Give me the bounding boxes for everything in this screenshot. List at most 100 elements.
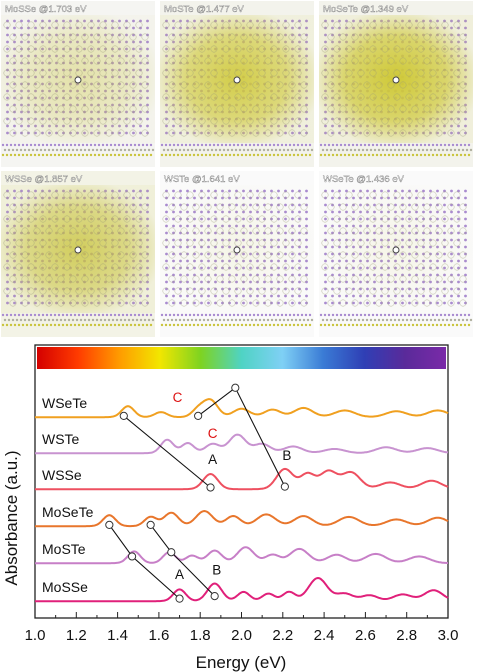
ring — [264, 129, 272, 137]
atom — [79, 148, 83, 152]
ring — [216, 33, 224, 41]
ring — [39, 239, 47, 247]
ring — [252, 105, 260, 113]
ring — [321, 287, 329, 295]
ring — [357, 215, 365, 223]
atom — [363, 313, 367, 317]
atom — [387, 323, 391, 327]
atom — [343, 323, 347, 327]
atom — [361, 318, 365, 322]
lattice-rings — [321, 21, 467, 137]
atom — [85, 153, 89, 157]
atom — [327, 313, 331, 317]
atom — [389, 318, 393, 322]
connector-marker — [194, 411, 203, 421]
ring — [459, 227, 467, 235]
ring — [252, 129, 260, 137]
ring — [339, 275, 347, 283]
ring — [417, 69, 425, 77]
ring — [429, 93, 437, 101]
atom — [300, 313, 304, 317]
atom — [160, 323, 164, 327]
ring — [39, 45, 47, 53]
atom — [365, 318, 369, 322]
ring — [246, 21, 254, 29]
ring — [441, 263, 449, 271]
atom — [19, 148, 23, 152]
atom — [57, 323, 61, 327]
ring — [333, 287, 341, 295]
atom — [323, 143, 327, 147]
ring — [186, 215, 194, 223]
ring — [405, 191, 413, 199]
ring — [27, 69, 35, 77]
atom — [206, 318, 210, 322]
ring — [423, 275, 431, 283]
atom — [413, 148, 417, 152]
ring — [339, 105, 347, 113]
ring — [129, 129, 137, 137]
ring — [411, 227, 419, 235]
ring — [135, 287, 143, 295]
ring — [174, 191, 182, 199]
atom — [17, 153, 21, 157]
atom — [93, 323, 97, 327]
atom — [252, 313, 256, 317]
atom — [210, 318, 214, 322]
atom — [73, 313, 77, 317]
ring — [405, 215, 413, 223]
atom — [129, 313, 133, 317]
ring — [27, 191, 35, 199]
ring — [411, 57, 419, 65]
atom — [335, 143, 339, 147]
ring — [9, 129, 17, 137]
atom — [425, 318, 429, 322]
atom — [170, 148, 174, 152]
ring — [258, 191, 266, 199]
atom — [101, 153, 105, 157]
ring — [264, 299, 272, 307]
atom — [298, 148, 302, 152]
ring — [228, 33, 236, 41]
atom — [168, 153, 172, 157]
side-view-strip — [1, 313, 155, 327]
atom — [375, 313, 379, 317]
atom — [33, 323, 37, 327]
atom — [119, 318, 123, 322]
ring — [57, 57, 65, 65]
ring — [441, 21, 449, 29]
atom — [427, 323, 431, 327]
ring — [111, 117, 119, 125]
atom — [383, 323, 387, 327]
ring — [105, 299, 113, 307]
atom — [71, 318, 75, 322]
atom — [228, 323, 232, 327]
atom — [262, 148, 266, 152]
atom — [407, 313, 411, 317]
atom — [212, 323, 216, 327]
ring — [9, 251, 17, 259]
atom — [252, 153, 256, 157]
ring — [87, 215, 95, 223]
ring — [63, 287, 71, 295]
ring — [300, 275, 308, 283]
atom — [292, 143, 296, 147]
atom — [204, 323, 208, 327]
atom — [25, 153, 29, 157]
ring — [339, 251, 347, 259]
atom — [304, 153, 308, 157]
ring — [345, 117, 353, 125]
atom — [321, 318, 325, 322]
x-tick-label: 2.6 — [355, 627, 376, 644]
ring — [9, 203, 17, 211]
atom — [25, 313, 29, 317]
atom — [43, 318, 47, 322]
ring — [393, 263, 401, 271]
atom — [127, 148, 131, 152]
ring — [210, 239, 218, 247]
ring — [333, 239, 341, 247]
ring — [459, 105, 467, 113]
atom — [135, 148, 139, 152]
atom — [327, 143, 331, 147]
ring — [282, 21, 290, 29]
